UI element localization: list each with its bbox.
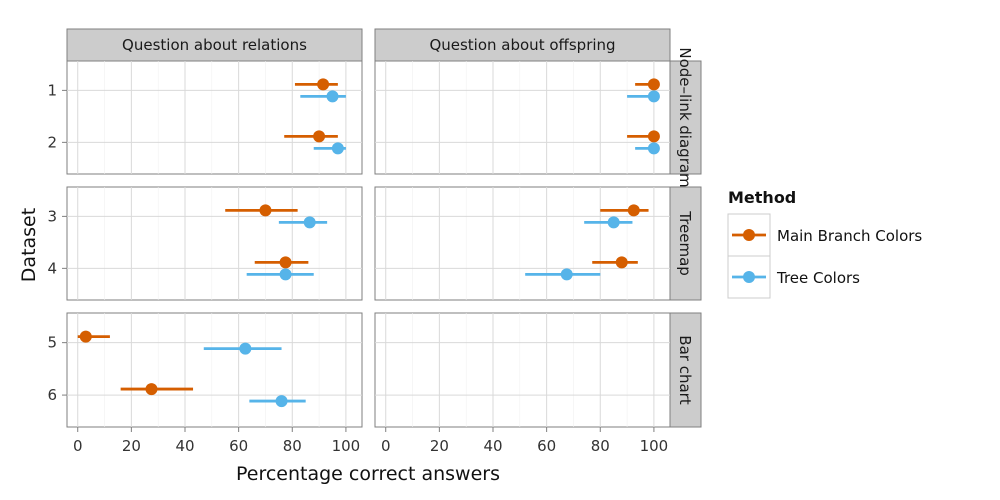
x-tick-label: 0 xyxy=(381,437,391,455)
row-strip xyxy=(669,312,702,428)
x-tick-label: 80 xyxy=(283,437,302,455)
facet-panel xyxy=(374,60,671,175)
legend-entry-label: Main Branch Colors xyxy=(777,227,922,245)
y-tick-label: 3 xyxy=(47,207,57,225)
row-strip-label: Treemap xyxy=(676,210,694,276)
x-tick-label: 0 xyxy=(73,437,83,455)
legend-title: Method xyxy=(728,188,796,207)
data-point xyxy=(560,268,573,281)
x-axis-title: Percentage correct answers xyxy=(236,463,500,485)
data-point xyxy=(627,204,640,217)
data-point xyxy=(647,78,660,91)
x-tick-label: 80 xyxy=(591,437,610,455)
data-point xyxy=(259,204,272,217)
column-strip xyxy=(66,28,363,62)
data-point xyxy=(647,90,660,103)
column-strip-label: Question about offspring xyxy=(429,36,615,54)
data-point xyxy=(317,78,330,91)
column-strip-label: Question about relations xyxy=(122,36,307,54)
x-tick-label: 40 xyxy=(175,437,194,455)
y-tick-label: 5 xyxy=(47,334,57,352)
x-tick-label: 20 xyxy=(122,437,141,455)
data-point xyxy=(313,130,326,143)
y-tick-label: 2 xyxy=(47,133,57,151)
data-point xyxy=(607,216,620,229)
data-point xyxy=(303,216,316,229)
x-tick-label: 100 xyxy=(640,437,669,455)
data-point xyxy=(326,90,339,103)
facet-panel xyxy=(66,186,363,301)
data-point xyxy=(331,142,344,155)
x-tick-label: 100 xyxy=(332,437,361,455)
legend: Method Main Branch Colors Tree Colors xyxy=(727,188,922,299)
data-point xyxy=(279,268,292,281)
row-strip xyxy=(669,60,702,175)
facet-panel xyxy=(66,312,363,428)
facet-panel xyxy=(66,60,363,175)
legend-key-dot xyxy=(743,271,755,283)
x-tick-label: 20 xyxy=(430,437,449,455)
x-tick-label: 60 xyxy=(537,437,556,455)
y-axis-title: Dataset xyxy=(18,208,40,282)
y-tick-label: 1 xyxy=(47,81,57,99)
y-tick-label: 6 xyxy=(47,386,57,404)
facet-panel xyxy=(374,312,671,428)
y-tick-label: 4 xyxy=(47,259,57,277)
data-point xyxy=(145,383,158,396)
x-tick-label: 40 xyxy=(483,437,502,455)
column-strip xyxy=(374,28,671,62)
row-strip xyxy=(669,186,702,301)
data-point xyxy=(647,130,660,143)
legend-key-dot xyxy=(743,229,755,241)
data-point xyxy=(239,342,252,355)
data-point xyxy=(79,330,92,343)
x-tick-label: 60 xyxy=(229,437,248,455)
data-point xyxy=(615,256,628,269)
data-point xyxy=(647,142,660,155)
data-point xyxy=(275,395,288,408)
data-point xyxy=(279,256,292,269)
facet-panel xyxy=(374,186,671,301)
row-strip-label: Bar chart xyxy=(676,335,694,405)
legend-entry-label: Tree Colors xyxy=(776,269,860,287)
row-strip-label: Node–link diagram xyxy=(676,47,694,187)
